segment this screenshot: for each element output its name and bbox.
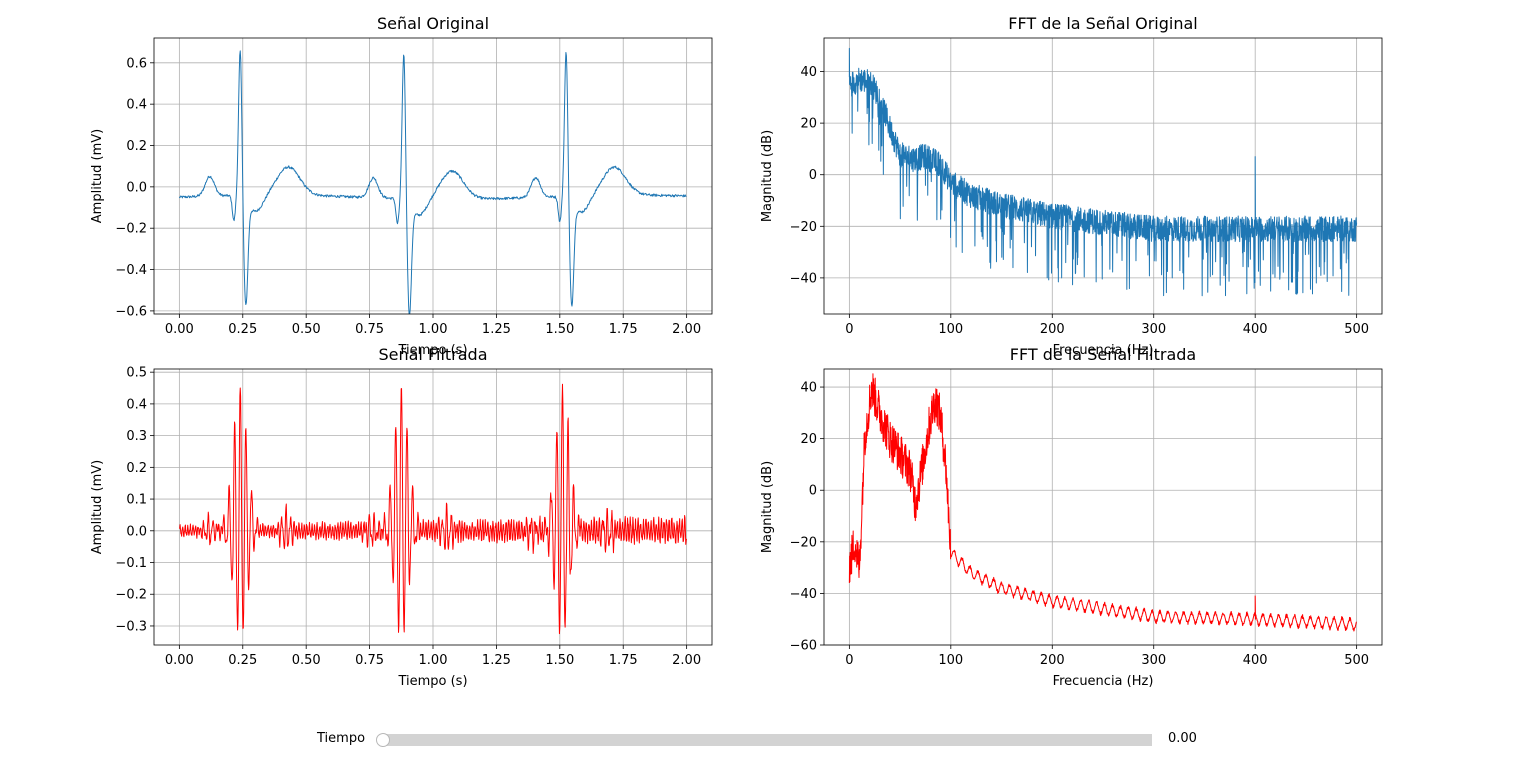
original-fft-series-line xyxy=(848,47,1358,297)
x-tick-label: 1.50 xyxy=(545,653,574,668)
x-tick-label: 1.75 xyxy=(609,322,638,337)
x-tick-label: 0.50 xyxy=(292,653,321,668)
original-fft-xlabel: Frecuencia (Hz) xyxy=(1053,343,1154,358)
filtered-signal-xlabel: Tiempo (s) xyxy=(397,674,467,689)
x-tick-label: 500 xyxy=(1344,322,1369,337)
x-tick-label: 0.00 xyxy=(165,653,194,668)
original-fft-ylabel: Magnitud (dB) xyxy=(760,130,775,222)
original-signal-series-line xyxy=(178,50,687,314)
y-tick-label: 0.0 xyxy=(126,180,147,195)
x-tick-label: 400 xyxy=(1243,322,1268,337)
x-tick-label: 300 xyxy=(1141,322,1166,337)
original-fft-chart: 0 100 200 300 400 500 −40 −20 0 20 40 FFT de la Señ… xyxy=(760,14,1383,358)
slider-value: 0.00 xyxy=(1168,731,1197,746)
y-tick-label: 0.2 xyxy=(126,139,147,154)
y-tick-label: −40 xyxy=(790,587,817,602)
original-signal-chart: 0.00 0.25 0.50 0.75 1.00 1.25 1.50 1.75 2.00 −0.6… xyxy=(90,14,713,358)
y-tick-label: 0 xyxy=(809,168,817,183)
filtered-signal-chart: 0.00 0.25 0.50 0.75 1.00 1.25 1.50 1.75 2.00 −0.3… xyxy=(90,345,713,689)
filtered-signal-ylabel: Amplitud (mV) xyxy=(90,460,105,554)
original-signal-title: Señal Original xyxy=(377,14,489,33)
x-tick-label: 2.00 xyxy=(672,322,701,337)
y-tick-label: 40 xyxy=(800,65,817,80)
x-tick-label: 100 xyxy=(938,653,963,668)
filtered-signal-grid xyxy=(154,369,712,645)
y-tick-label: 0.3 xyxy=(126,429,147,444)
y-tick-label: 20 xyxy=(800,432,817,447)
y-tick-label: 0.0 xyxy=(126,524,147,539)
y-tick-label: −20 xyxy=(790,535,817,550)
x-tick-label: 0 xyxy=(845,653,853,668)
x-tick-label: 0.25 xyxy=(228,653,257,668)
original-signal-ylabel: Amplitud (mV) xyxy=(90,129,105,223)
x-tick-label: 2.00 xyxy=(672,653,701,668)
y-tick-label: −60 xyxy=(790,639,817,654)
x-tick-label: 1.00 xyxy=(419,322,448,337)
filtered-fft-axes-frame xyxy=(823,368,1383,646)
y-tick-label: 0.4 xyxy=(126,397,147,412)
x-tick-label: 0.75 xyxy=(355,653,384,668)
x-tick-label: 1.25 xyxy=(482,653,511,668)
y-tick-label: −0.3 xyxy=(115,619,147,634)
x-tick-label: 0.75 xyxy=(355,322,384,337)
y-tick-label: −0.2 xyxy=(115,588,147,603)
filtered-signal-series-line xyxy=(178,383,687,635)
x-tick-label: 0.00 xyxy=(165,322,194,337)
x-tick-label: 200 xyxy=(1040,653,1065,668)
original-fft-grid xyxy=(824,38,1382,314)
x-tick-label: 1.00 xyxy=(419,653,448,668)
y-tick-label: 0.2 xyxy=(126,461,147,476)
x-tick-label: 1.75 xyxy=(609,653,638,668)
y-tick-label: −0.6 xyxy=(115,304,147,319)
y-tick-label: −40 xyxy=(790,271,817,286)
filtered-fft-ylabel: Magnitud (dB) xyxy=(760,461,775,553)
filtered-fft-grid xyxy=(824,369,1382,646)
x-tick-label: 0 xyxy=(845,322,853,337)
y-tick-label: 0.1 xyxy=(126,493,147,508)
filtered-signal-title: Señal Filtrada xyxy=(378,345,487,364)
x-tick-label: 200 xyxy=(1040,322,1065,337)
original-fft-axes-frame xyxy=(823,37,1383,315)
y-tick-label: −0.2 xyxy=(115,222,147,237)
filtered-fft-title: FFT de la Señal Filtrada xyxy=(1010,345,1196,364)
y-tick-label: 0.4 xyxy=(126,98,147,113)
y-tick-label: 0.5 xyxy=(126,366,147,381)
filtered-fft-series-line xyxy=(848,373,1357,632)
x-tick-label: 0.25 xyxy=(228,322,257,337)
y-tick-label: 40 xyxy=(800,381,817,396)
x-tick-label: 100 xyxy=(938,322,963,337)
y-tick-label: 0 xyxy=(809,484,817,499)
time-slider-track[interactable] xyxy=(383,734,1152,746)
filtered-fft-chart: 0 100 200 300 400 500 −60 −40 −20 0 20 40 FFT de la … xyxy=(760,345,1383,689)
x-tick-label: 300 xyxy=(1141,653,1166,668)
x-tick-label: 1.50 xyxy=(545,322,574,337)
slider-label: Tiempo xyxy=(317,731,366,746)
y-tick-label: −0.4 xyxy=(115,263,147,278)
original-signal-grid xyxy=(154,38,712,314)
original-signal-xlabel: Tiempo (s) xyxy=(397,343,467,358)
y-tick-label: 20 xyxy=(800,117,817,132)
original-fft-title: FFT de la Señal Original xyxy=(1008,14,1198,33)
y-tick-label: 0.6 xyxy=(126,56,147,71)
x-tick-label: 0.50 xyxy=(292,322,321,337)
x-tick-label: 400 xyxy=(1243,653,1268,668)
y-tick-label: −0.1 xyxy=(115,556,147,571)
y-tick-label: −20 xyxy=(790,220,817,235)
filtered-fft-xlabel: Frecuencia (Hz) xyxy=(1053,674,1154,689)
x-tick-label: 500 xyxy=(1344,653,1369,668)
x-tick-label: 1.25 xyxy=(482,322,511,337)
time-slider-handle[interactable] xyxy=(376,733,390,747)
